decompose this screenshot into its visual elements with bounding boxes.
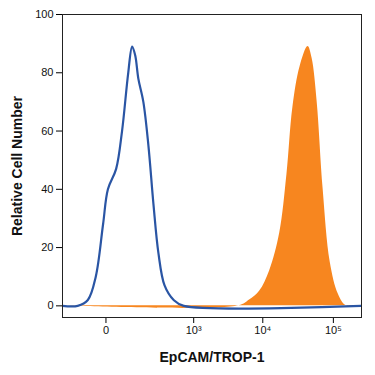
svg-text:80: 80 xyxy=(41,66,53,78)
svg-text:0: 0 xyxy=(103,324,109,336)
svg-text:10³: 10³ xyxy=(186,324,202,336)
svg-text:EpCAM/TROP-1: EpCAM/TROP-1 xyxy=(160,349,265,365)
svg-text:40: 40 xyxy=(41,183,53,195)
svg-text:Relative Cell Number: Relative Cell Number xyxy=(9,95,25,236)
svg-text:10⁵: 10⁵ xyxy=(325,324,342,336)
svg-text:10⁴: 10⁴ xyxy=(254,324,271,336)
svg-text:100: 100 xyxy=(35,8,53,20)
svg-text:20: 20 xyxy=(41,241,53,253)
svg-text:0: 0 xyxy=(47,299,53,311)
svg-text:60: 60 xyxy=(41,125,53,137)
